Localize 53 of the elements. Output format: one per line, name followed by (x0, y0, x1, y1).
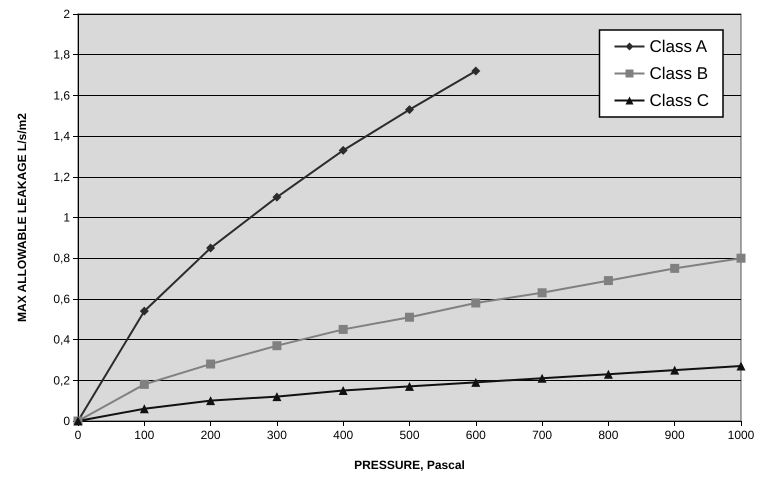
y-tick-label: 0,8 (53, 251, 70, 266)
point (405, 105, 414, 114)
y-tick-label: 0 (63, 414, 70, 428)
x-tick-label: 200 (200, 428, 221, 442)
point (206, 396, 216, 406)
point (272, 192, 282, 202)
legend-label: Class B (649, 64, 708, 83)
x-tick-label: 500 (399, 428, 420, 442)
x-tick-label: 100 (134, 428, 155, 442)
y-tick-label: 2 (63, 7, 70, 21)
point (272, 392, 282, 402)
point (471, 66, 480, 76)
x-tick-label: 1000 (728, 428, 755, 442)
point (338, 324, 348, 334)
y-tick-label: 1 (63, 210, 70, 224)
point (140, 306, 149, 316)
x-axis-title: PRESSURE, Pascal (354, 458, 465, 472)
point (670, 366, 680, 375)
point (272, 341, 282, 350)
x-tick-label: 800 (598, 428, 619, 442)
point (140, 404, 149, 414)
y-tick-label: 1,2 (53, 170, 70, 184)
point (405, 382, 414, 391)
point (736, 362, 746, 371)
point (338, 146, 348, 155)
x-tick-label: 400 (333, 428, 354, 442)
point (538, 374, 547, 383)
x-tick-label: 700 (532, 428, 552, 442)
y-tick-label: 0,2 (53, 373, 70, 388)
legend-label: Class C (649, 91, 710, 110)
point (206, 244, 216, 253)
point (736, 254, 746, 263)
x-tick-label: 300 (266, 428, 288, 442)
x-tick-label: 0 (74, 428, 82, 442)
point (471, 298, 480, 308)
point (604, 276, 613, 286)
y-tick-label: 0,6 (53, 292, 70, 306)
legend-label: Class A (649, 37, 708, 56)
point (338, 386, 348, 395)
point (405, 312, 414, 322)
point (140, 380, 149, 389)
y-tick-label: 1,8 (53, 48, 70, 62)
point (471, 378, 480, 387)
y-tick-label: 1,6 (53, 88, 70, 102)
y-axis-title: MAX ALLOWABLE LEAKAGE L/s/m2 (15, 112, 29, 322)
x-tick-label: 900 (664, 428, 686, 442)
point (604, 370, 613, 379)
point (206, 360, 216, 369)
point (670, 264, 680, 273)
y-tick-label: 0,4 (53, 332, 70, 347)
y-tick-label: 1,4 (53, 129, 70, 144)
point (538, 288, 547, 298)
x-tick-label: 600 (466, 428, 486, 442)
